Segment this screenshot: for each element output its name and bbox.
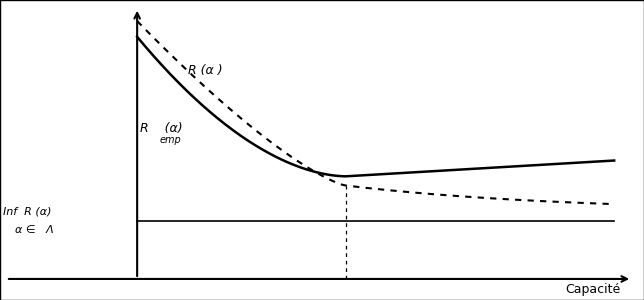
Text: R    (α): R (α) bbox=[140, 122, 183, 135]
Text: Capacité: Capacité bbox=[565, 284, 620, 296]
Text: α ∈   Λ: α ∈ Λ bbox=[15, 225, 53, 235]
Text: emp: emp bbox=[160, 135, 182, 146]
Text: R (α ): R (α ) bbox=[188, 64, 222, 77]
Text: Inf  R (α): Inf R (α) bbox=[3, 206, 52, 217]
